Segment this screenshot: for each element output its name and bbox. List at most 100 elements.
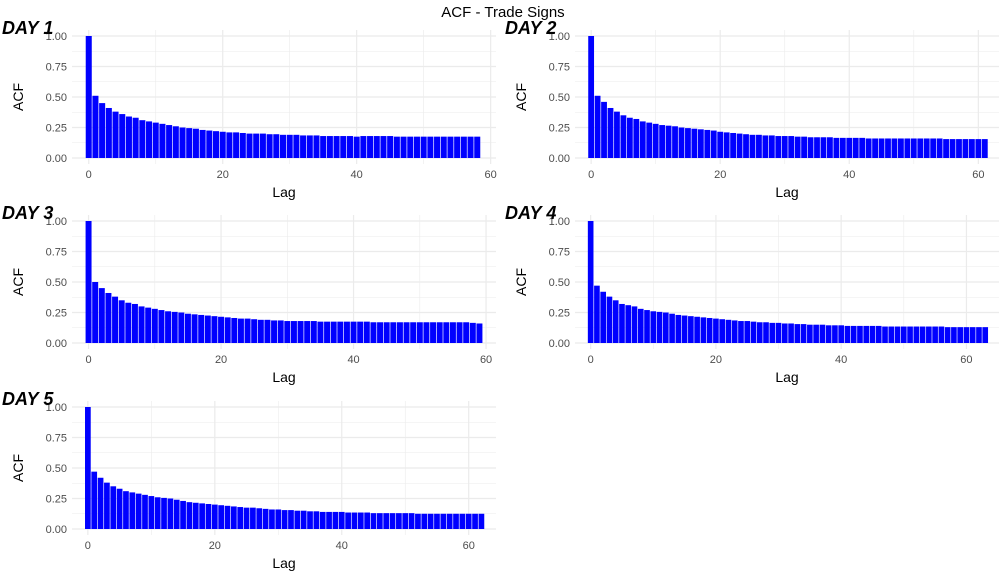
- bar-lag-23: [736, 133, 743, 158]
- bar-lag-36: [313, 511, 320, 529]
- bar-lag-12: [166, 125, 173, 158]
- bar-lag-45: [370, 513, 377, 529]
- bar-lag-19: [710, 130, 717, 158]
- bar-lag-17: [198, 314, 205, 343]
- y-tick-label: 0.75: [46, 247, 67, 259]
- bar-lag-22: [231, 317, 238, 343]
- bar-lag-16: [186, 502, 193, 529]
- bar-lag-7: [132, 117, 139, 158]
- bar-lag-5: [116, 488, 123, 529]
- y-tick-label: 0.75: [549, 247, 570, 259]
- bar-lag-41: [852, 137, 859, 158]
- bar-lag-40: [838, 325, 844, 343]
- y-tick-label: 1.00: [46, 402, 67, 414]
- bar-lag-13: [172, 126, 179, 158]
- y-axis-title: ACF: [513, 83, 529, 111]
- y-tick-label: 1.00: [46, 31, 67, 43]
- bar-lag-13: [167, 498, 174, 529]
- bar-lag-49: [894, 326, 901, 343]
- bar-lag-27: [756, 322, 763, 343]
- bar-lag-52: [923, 138, 930, 158]
- bar-lag-18: [704, 129, 711, 158]
- bar-lag-41: [844, 325, 851, 343]
- bar-lag-21: [226, 132, 233, 158]
- bar-lag-11: [659, 125, 666, 158]
- bar-lag-25: [253, 133, 260, 158]
- bar-lag-26: [756, 134, 762, 158]
- bar-lag-37: [819, 324, 826, 343]
- bar-lag-24: [246, 133, 253, 158]
- y-tick-label: 0.75: [46, 62, 67, 74]
- bar-lag-7: [129, 492, 136, 529]
- bar-lag-60: [975, 139, 982, 158]
- y-tick-label: 0.50: [549, 277, 570, 289]
- bar-lag-49: [410, 322, 417, 343]
- bar-lag-57: [956, 139, 962, 158]
- bar-lag-16: [691, 128, 698, 158]
- bar-lag-29: [769, 322, 776, 343]
- bar-lag-60: [963, 327, 970, 343]
- bar-lag-23: [239, 132, 246, 158]
- bar-lag-1: [594, 285, 600, 343]
- bar-lag-41: [360, 136, 367, 158]
- bar-lag-25: [243, 507, 250, 529]
- bar-lag-18: [204, 315, 211, 343]
- bar-lag-45: [869, 325, 876, 343]
- y-tick-label: 0.00: [46, 524, 67, 536]
- bar-lag-35: [807, 324, 813, 343]
- bar-lag-42: [351, 512, 358, 529]
- y-axis-title: ACF: [10, 268, 26, 296]
- bar-lag-47: [882, 326, 888, 343]
- bar-lag-1: [92, 282, 99, 343]
- bar-lag-36: [820, 137, 827, 158]
- bar-lag-5: [118, 300, 125, 343]
- bar-lag-22: [224, 505, 231, 529]
- bar-lag-56: [440, 513, 447, 529]
- panel-tag: DAY 2: [505, 18, 556, 38]
- bar-lag-11: [158, 310, 165, 343]
- bar-lag-37: [333, 136, 340, 158]
- bar-lag-49: [413, 136, 420, 158]
- x-tick-label: 20: [209, 540, 221, 552]
- panel-day-4: 0.00 0.25 0.50 0.75 1.00 0 20 40 60 Lag ACF DAY 4: [505, 203, 999, 385]
- bar-lag-60: [465, 513, 472, 529]
- bar-lag-2: [98, 288, 105, 343]
- bar-lag-47: [383, 513, 390, 529]
- x-axis-title: Lag: [775, 184, 798, 200]
- bar-lag-50: [420, 136, 427, 158]
- bar-lag-54: [427, 513, 434, 529]
- bar-lag-21: [224, 317, 231, 343]
- bar-lag-23: [731, 320, 738, 343]
- bar-lag-7: [633, 118, 640, 158]
- bar-lag-51: [427, 136, 434, 158]
- bar-lag-53: [436, 322, 443, 343]
- bar-lag-39: [346, 136, 353, 158]
- bar-lag-53: [440, 136, 447, 158]
- bar-lag-55: [449, 322, 456, 343]
- bar-lag-42: [363, 321, 370, 343]
- bar-lag-50: [416, 322, 423, 343]
- bar-lag-35: [317, 321, 324, 343]
- bar-lag-4: [112, 111, 119, 158]
- bar-lag-0: [587, 221, 594, 343]
- bar-lag-51: [907, 326, 913, 343]
- bar-lag-35: [814, 137, 820, 158]
- x-tick-label: 0: [588, 354, 594, 366]
- bar-lag-37: [330, 321, 337, 343]
- bar-lag-58: [469, 322, 476, 343]
- bar-lag-25: [744, 321, 751, 343]
- bar-lag-38: [825, 325, 832, 343]
- bar-lag-46: [393, 136, 400, 158]
- bar-lag-29: [269, 509, 275, 529]
- bar-lag-37: [827, 137, 833, 158]
- bar-lag-0: [85, 36, 92, 158]
- y-tick-label: 0.00: [549, 153, 570, 165]
- bar-lag-42: [367, 136, 374, 158]
- gridlines: [72, 215, 496, 349]
- bar-lag-2: [97, 477, 104, 529]
- x-tick-label: 60: [972, 169, 984, 181]
- bar-lag-31: [290, 321, 297, 343]
- bar-lag-61: [472, 513, 478, 529]
- bar-lag-10: [151, 308, 158, 343]
